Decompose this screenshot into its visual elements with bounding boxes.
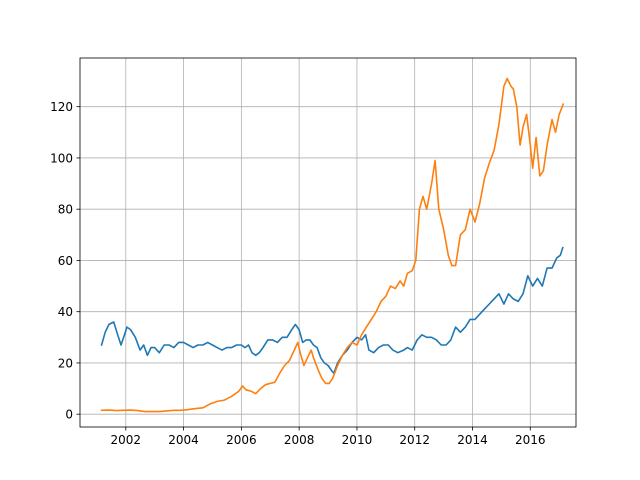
grid-lines xyxy=(80,58,576,427)
plot-frame xyxy=(80,58,576,427)
y-tick-label: 120 xyxy=(50,100,73,114)
x-axis: 2002 2004 2006 2008 2010 2012 2014 2016 xyxy=(111,427,546,447)
y-tick-label: 0 xyxy=(65,408,73,422)
x-tick-label: 2014 xyxy=(457,433,488,447)
y-tick-label: 80 xyxy=(58,203,73,217)
series-layer xyxy=(102,79,564,412)
x-tick-label: 2016 xyxy=(515,433,546,447)
y-tick-label: 20 xyxy=(58,356,73,370)
y-tick-label: 40 xyxy=(58,305,73,319)
x-tick-label: 2004 xyxy=(168,433,199,447)
x-tick-label: 2002 xyxy=(111,433,142,447)
y-tick-label: 60 xyxy=(58,254,73,268)
series-2-line xyxy=(102,79,564,412)
x-tick-label: 2012 xyxy=(399,433,430,447)
y-tick-label: 100 xyxy=(50,151,73,165)
x-tick-label: 2010 xyxy=(342,433,373,447)
x-tick-label: 2008 xyxy=(284,433,315,447)
x-tick-label: 2006 xyxy=(226,433,257,447)
y-axis: 0 20 40 60 80 100 120 xyxy=(50,100,80,422)
series-1-line xyxy=(102,248,563,374)
